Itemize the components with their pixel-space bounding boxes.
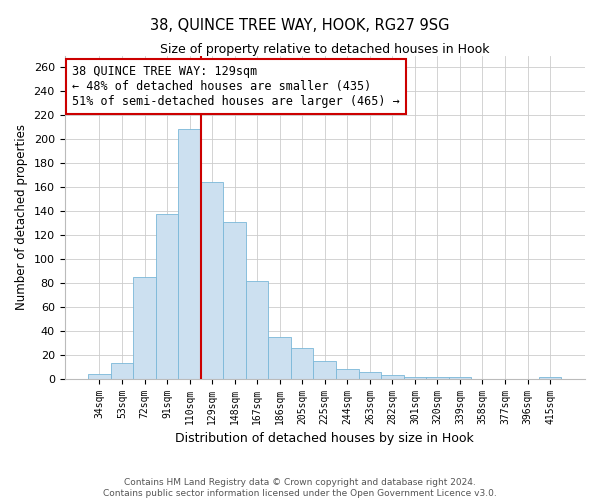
Bar [156, 214, 178, 378]
Text: 38 QUINCE TREE WAY: 129sqm
← 48% of detached houses are smaller (435)
51% of sem: 38 QUINCE TREE WAY: 129sqm ← 48% of deta… [73, 65, 400, 108]
Bar [246, 280, 268, 378]
X-axis label: Distribution of detached houses by size in Hook: Distribution of detached houses by size … [175, 432, 474, 445]
Bar [336, 369, 359, 378]
Text: Contains HM Land Registry data © Crown copyright and database right 2024.
Contai: Contains HM Land Registry data © Crown c… [103, 478, 497, 498]
Bar [223, 222, 246, 378]
Bar [111, 363, 133, 378]
Bar [313, 360, 336, 378]
Text: 38, QUINCE TREE WAY, HOOK, RG27 9SG: 38, QUINCE TREE WAY, HOOK, RG27 9SG [150, 18, 450, 32]
Title: Size of property relative to detached houses in Hook: Size of property relative to detached ho… [160, 42, 490, 56]
Bar [201, 182, 223, 378]
Bar [291, 348, 313, 378]
Y-axis label: Number of detached properties: Number of detached properties [15, 124, 28, 310]
Bar [133, 277, 156, 378]
Bar [359, 372, 381, 378]
Bar [178, 128, 201, 378]
Bar [381, 375, 404, 378]
Bar [88, 374, 111, 378]
Bar [268, 337, 291, 378]
